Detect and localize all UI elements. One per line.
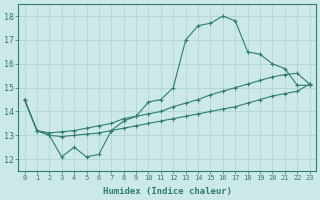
X-axis label: Humidex (Indice chaleur): Humidex (Indice chaleur) (103, 187, 232, 196)
